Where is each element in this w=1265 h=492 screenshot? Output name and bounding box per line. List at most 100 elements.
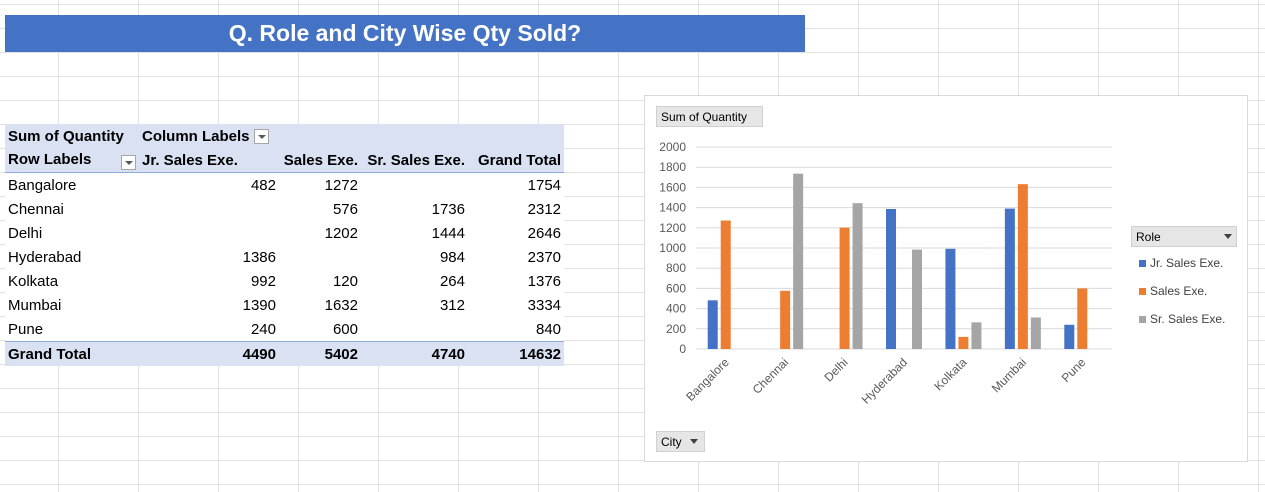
cell-sr: 1736 <box>361 197 468 221</box>
y-tick-label: 1600 <box>659 180 686 194</box>
table-row: Hyderabad 1386 984 2370 <box>5 245 565 269</box>
role-legend-field-label: Role <box>1136 229 1161 244</box>
cell-total: 840 <box>468 317 565 342</box>
row-city: Bangalore <box>5 172 139 197</box>
bar <box>971 322 982 349</box>
role-legend-field-button[interactable]: Role <box>1131 226 1237 247</box>
pivot-header-row-2: Row Labels Jr. Sales Exe. Sales Exe. Sr.… <box>5 148 565 173</box>
grand-total-sr: 4740 <box>361 341 468 366</box>
header-jr-sales: Jr. Sales Exe. <box>139 148 279 173</box>
sum-of-quantity-field-label: Sum of Quantity <box>661 109 748 124</box>
y-tick-label: 800 <box>666 261 686 275</box>
table-row: Pune 240 600 840 <box>5 317 565 342</box>
row-labels-filter-dropdown-icon[interactable] <box>121 154 136 170</box>
y-tick-label: 1000 <box>659 241 686 255</box>
row-city: Mumbai <box>5 293 139 317</box>
city-axis-field-button[interactable]: City <box>656 431 705 452</box>
cell-sales: 120 <box>279 269 361 293</box>
cell-total: 3334 <box>468 293 565 317</box>
grand-total-label: Grand Total <box>5 341 139 366</box>
bar <box>1030 317 1041 349</box>
legend-swatch-jr <box>1139 259 1146 267</box>
table-row: Chennai 576 1736 2312 <box>5 197 565 221</box>
cell-total: 1754 <box>468 172 565 197</box>
grand-total-row: Grand Total 4490 5402 4740 14632 <box>5 341 565 366</box>
cell-jr: 482 <box>139 172 279 197</box>
bar <box>1004 208 1015 349</box>
grand-total-sales: 5402 <box>279 341 361 366</box>
column-labels-filter-dropdown-icon[interactable] <box>253 129 269 145</box>
header-grand-total: Grand Total <box>468 148 565 173</box>
row-labels-text: Row Labels <box>8 150 92 168</box>
page-title: Q. Role and City Wise Qty Sold? <box>228 20 582 46</box>
column-labels-text: Column Labels <box>142 127 250 145</box>
chart-plot-area: 0 200 400 600 800 1000 1200 1400 1600 1800 2000 Ban… <box>659 140 1112 407</box>
y-tick-label: 200 <box>666 322 686 336</box>
bar <box>886 209 896 349</box>
cell-sales: 1202 <box>279 221 361 245</box>
bar <box>720 220 731 349</box>
bar <box>839 227 850 349</box>
bar <box>1077 288 1088 349</box>
page-title-banner: Q. Role and City Wise Qty Sold? <box>5 15 805 52</box>
cell-sr: 312 <box>361 293 468 317</box>
cell-sr: 264 <box>361 269 468 293</box>
y-tick-label: 2000 <box>659 140 686 154</box>
y-tick-label: 400 <box>666 302 686 316</box>
cell-total: 1376 <box>468 269 565 293</box>
legend-item-sr-sales: Sr. Sales Exe. <box>1139 312 1225 326</box>
bar <box>780 290 791 349</box>
bar <box>852 203 863 349</box>
pivot-chart[interactable]: Sum of Quantity 0 200 400 600 800 1000 1200 140… <box>644 95 1248 462</box>
cell-sales: 576 <box>279 197 361 221</box>
y-tick-label: 600 <box>666 281 686 295</box>
bar <box>1017 184 1028 349</box>
cell-total: 2370 <box>468 245 565 269</box>
table-row: Delhi 1202 1444 2646 <box>5 221 565 245</box>
x-tick-label: Bangalore <box>683 355 732 404</box>
cell-sr <box>361 172 468 197</box>
cell-sales: 1632 <box>279 293 361 317</box>
bar <box>958 336 969 349</box>
grand-total-jr: 4490 <box>139 341 279 366</box>
pivot-corner-label: Sum of Quantity <box>5 124 139 148</box>
table-row: Kolkata 992 120 264 1376 <box>5 269 565 293</box>
pivot-header-row-1: Sum of Quantity Column Labels <box>5 124 565 148</box>
legend-swatch-sales <box>1139 287 1146 295</box>
x-tick-label: Delhi <box>821 355 850 384</box>
legend-label-jr: Jr. Sales Exe. <box>1150 256 1224 270</box>
legend-item-sales: Sales Exe. <box>1139 284 1207 298</box>
cell-jr: 240 <box>139 317 279 342</box>
row-city: Delhi <box>5 221 139 245</box>
cell-sales: 1272 <box>279 172 361 197</box>
legend-label-sr: Sr. Sales Exe. <box>1150 312 1226 326</box>
cell-sr: 1444 <box>361 221 468 245</box>
x-tick-label: Chennai <box>750 355 792 397</box>
cell-total: 2646 <box>468 221 565 245</box>
row-labels-cell[interactable]: Row Labels <box>5 148 139 173</box>
x-tick-label: Kolkata <box>931 355 969 393</box>
y-tick-label: 1200 <box>659 221 686 235</box>
cell-sr <box>361 317 468 342</box>
y-tick-label: 0 <box>679 342 686 356</box>
table-row: Bangalore 482 1272 1754 <box>5 172 565 197</box>
bar <box>707 300 718 349</box>
cell-sales: 600 <box>279 317 361 342</box>
cell-sr: 984 <box>361 245 468 269</box>
bar <box>912 249 922 349</box>
column-labels-cell[interactable]: Column Labels <box>139 124 565 148</box>
chevron-down-icon <box>1224 234 1232 239</box>
row-city: Chennai <box>5 197 139 221</box>
bar <box>945 248 956 349</box>
y-tick-label: 1400 <box>659 201 686 215</box>
pivot-table: Sum of Quantity Column Labels Row Labels… <box>5 124 565 366</box>
sum-of-quantity-field-button[interactable]: Sum of Quantity <box>656 106 763 127</box>
city-axis-field-label: City <box>661 434 682 449</box>
cell-sales <box>279 245 361 269</box>
cell-total: 2312 <box>468 197 565 221</box>
cell-jr: 1386 <box>139 245 279 269</box>
x-tick-label: Pune <box>1059 355 1089 385</box>
y-tick-label: 1800 <box>659 160 686 174</box>
row-city: Kolkata <box>5 269 139 293</box>
cell-jr: 992 <box>139 269 279 293</box>
